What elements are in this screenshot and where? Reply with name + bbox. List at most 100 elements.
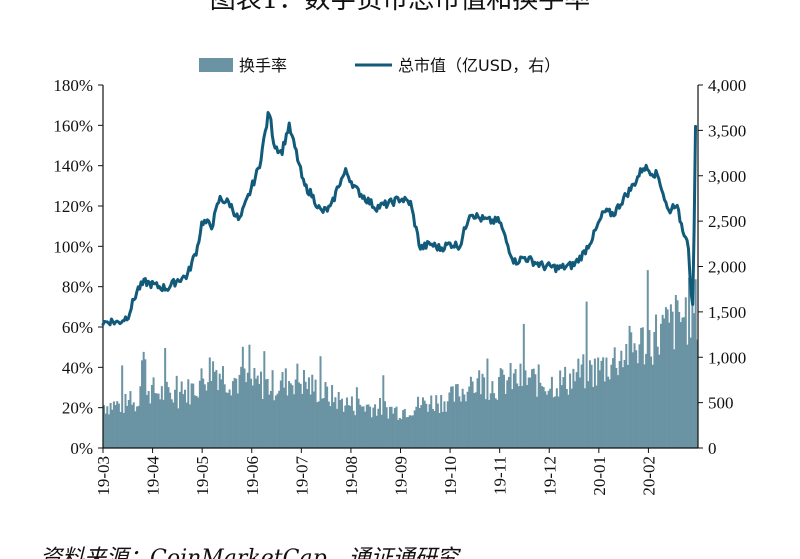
turnover-bar: [263, 351, 266, 448]
turnover-bar: [696, 339, 699, 448]
turnover-bar: [499, 368, 502, 448]
turnover-bar: [106, 406, 109, 448]
turnover-bar: [359, 404, 362, 448]
turnover-bar: [250, 378, 253, 448]
turnover-bar: [255, 378, 258, 448]
turnover-bar: [159, 399, 162, 448]
x-tick-label: 19-12: [540, 456, 559, 496]
turnover-bar: [107, 414, 110, 448]
turnover-bar: [122, 412, 125, 448]
turnover-bar: [271, 370, 274, 448]
turnover-bar: [342, 411, 345, 448]
turnover-bar: [147, 391, 150, 448]
right-tick-label: 500: [708, 394, 734, 413]
right-tick-label: 0: [708, 439, 717, 458]
turnover-bar: [598, 370, 601, 448]
turnover-bar: [307, 377, 310, 448]
turnover-bar: [671, 311, 674, 448]
turnover-bar: [268, 394, 271, 448]
left-tick-label: 40%: [62, 358, 93, 377]
turnover-bar: [450, 386, 453, 448]
turnover-bar: [597, 357, 600, 448]
turnover-bar: [443, 401, 446, 448]
turnover-bar: [345, 397, 348, 448]
turnover-bar: [425, 403, 428, 448]
turnover-bar: [131, 404, 134, 448]
x-tick-label: 19-10: [441, 456, 460, 496]
turnover-bar: [435, 395, 438, 448]
turnover-bar: [403, 408, 406, 448]
turnover-bar: [225, 392, 228, 448]
turnover-bar: [592, 386, 595, 448]
turnover-bar: [555, 388, 558, 448]
turnover-bar: [210, 380, 213, 448]
turnover-bar: [387, 418, 390, 448]
turnover-bar: [527, 377, 530, 448]
turnover-bar: [235, 378, 238, 448]
turnover-bar: [344, 405, 347, 448]
turnover-bar: [230, 395, 233, 448]
turnover-bar: [241, 346, 244, 448]
turnover-bar: [220, 379, 223, 448]
turnover-bar: [526, 384, 529, 448]
turnover-bar: [400, 419, 403, 448]
turnover-bar: [481, 373, 484, 448]
turnover-bar: [326, 386, 329, 448]
turnover-bar: [593, 358, 596, 448]
turnover-bar: [160, 386, 163, 448]
turnover-bar: [284, 368, 287, 448]
turnover-bar: [121, 365, 124, 448]
turnover-bar: [183, 389, 186, 448]
turnover-bar: [658, 354, 661, 448]
turnover-bar: [430, 395, 433, 448]
turnover-bar: [157, 393, 160, 448]
turnover-bar: [188, 404, 191, 448]
turnover-bar: [119, 411, 122, 448]
turnover-bar: [179, 391, 182, 448]
turnover-bar: [286, 395, 289, 448]
turnover-bar: [640, 327, 643, 448]
turnover-bar: [689, 337, 692, 448]
turnover-bar: [468, 386, 471, 448]
turnover-bar: [357, 398, 360, 448]
turnover-bar: [579, 377, 581, 448]
turnover-bar: [273, 400, 276, 448]
turnover-bar: [336, 408, 339, 448]
turnover-bar: [415, 406, 418, 448]
turnover-bar: [669, 304, 672, 448]
turnover-bar: [354, 415, 357, 448]
turnover-bar: [602, 357, 605, 448]
turnover-bar: [681, 317, 684, 448]
turnover-bar: [514, 369, 517, 448]
turnover-bar: [420, 405, 423, 448]
turnover-bar: [137, 405, 140, 448]
turnover-bar: [496, 399, 499, 448]
turnover-bar: [127, 400, 130, 448]
turnover-bar: [195, 395, 198, 448]
turnover-bar: [620, 350, 623, 448]
turnover-bar: [661, 314, 664, 448]
turnover-bar: [688, 277, 691, 448]
turnover-bar: [678, 311, 681, 448]
turnover-bar: [673, 349, 676, 448]
turnover-bar: [691, 290, 694, 448]
turnover-bar: [418, 408, 421, 448]
x-tick-label: 19-06: [243, 456, 262, 496]
turnover-bar: [484, 399, 487, 448]
turnover-bar: [577, 358, 580, 448]
turnover-bar: [607, 376, 610, 448]
turnover-bar: [517, 386, 520, 448]
turnover-bar: [532, 368, 535, 448]
turnover-bar: [190, 383, 193, 448]
turnover-bar: [645, 353, 648, 448]
turnover-bar: [321, 398, 324, 448]
turnover-bar: [370, 417, 373, 448]
turnover-bar: [264, 379, 267, 448]
right-tick-label: 4,000: [708, 76, 746, 95]
turnover-bar: [111, 409, 114, 448]
turnover-bar: [600, 360, 603, 448]
right-tick-label: 3,000: [708, 167, 746, 186]
x-tick-label: 19-07: [292, 456, 311, 496]
x-tick-label: 20-01: [590, 456, 609, 496]
turnover-bar: [643, 364, 646, 448]
